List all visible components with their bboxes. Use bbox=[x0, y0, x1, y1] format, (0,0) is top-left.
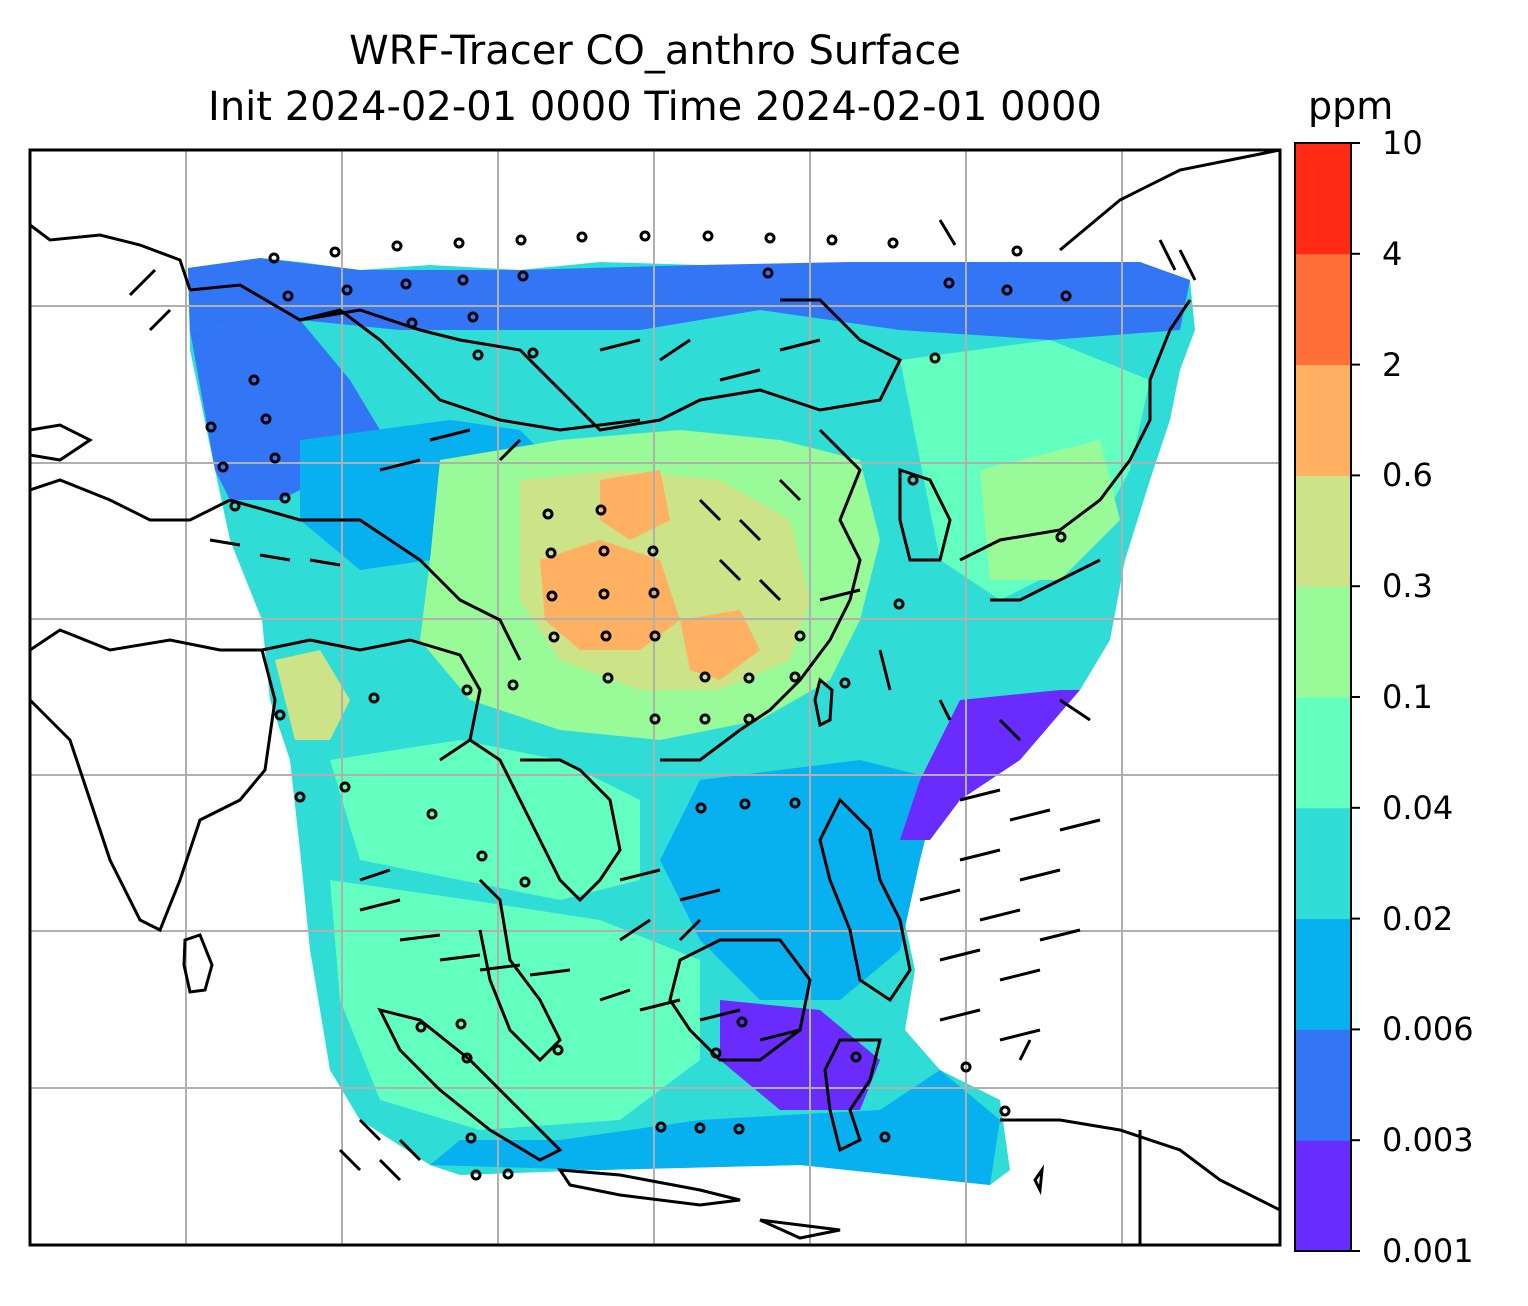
colorbar-tick-label: 0.02 bbox=[1382, 899, 1454, 938]
field-east-orange bbox=[680, 610, 760, 680]
taiwan bbox=[813, 677, 834, 728]
small-island bbox=[1033, 1164, 1045, 1196]
field-indonesia-dark bbox=[720, 1000, 880, 1110]
philippines bbox=[818, 797, 912, 1003]
colorbar-swatch bbox=[1295, 807, 1351, 920]
colorbar-swatch bbox=[1295, 364, 1351, 476]
field-pacific-edge bbox=[900, 690, 1080, 840]
map-border bbox=[28, 148, 1282, 1247]
field-sichuan-orange bbox=[540, 540, 680, 650]
colorbar-swatch bbox=[1295, 475, 1351, 587]
coastlines-and-borders bbox=[30, 150, 1280, 1245]
wind-barbs bbox=[128, 219, 1197, 1182]
co-concentration-field bbox=[188, 258, 1195, 1185]
china-east-coast bbox=[660, 428, 862, 762]
colorbar-tick-label: 0.6 bbox=[1382, 456, 1433, 495]
colorbar-tick-label: 4 bbox=[1382, 234, 1403, 273]
colorbar-tick-label: 0.003 bbox=[1382, 1121, 1474, 1160]
russia-border bbox=[299, 308, 641, 432]
colorbar-swatch bbox=[1295, 697, 1351, 809]
korea bbox=[898, 467, 952, 562]
field-india-yellow bbox=[275, 650, 350, 740]
map-axes bbox=[30, 150, 1280, 1245]
colorbar-tick-label: 0.1 bbox=[1382, 678, 1433, 716]
colorbar-tick-label: 0.04 bbox=[1382, 788, 1454, 827]
middle-east-border bbox=[30, 478, 231, 522]
chart-title-line2: Init 2024-02-01 0000 Time 2024-02-01 000… bbox=[208, 84, 1102, 130]
new-guinea bbox=[1000, 1118, 1280, 1245]
colorbar-tick-label: 0.001 bbox=[1382, 1232, 1474, 1270]
field-south-edge bbox=[430, 1070, 1000, 1185]
indochina bbox=[469, 738, 622, 903]
colorbar-swatch bbox=[1295, 1140, 1351, 1252]
himalaya-border bbox=[229, 498, 522, 661]
colorbar-swatch bbox=[1295, 586, 1351, 698]
sakhalin-coast bbox=[1059, 150, 1280, 252]
field-north-band bbox=[188, 258, 1190, 340]
field-north-china-orange bbox=[600, 470, 670, 540]
colorbar-unit-label: ppm bbox=[1308, 84, 1394, 128]
chart-title-line1: WRF-Tracer CO_anthro Surface bbox=[349, 28, 961, 74]
malay-peninsula bbox=[478, 878, 562, 1063]
colorbar bbox=[1294, 142, 1360, 1252]
calm-wind-markers bbox=[205, 230, 1072, 1181]
colorbar-swatch bbox=[1295, 918, 1351, 1030]
colorbar-tick-label: 2 bbox=[1382, 345, 1403, 384]
central-asia-coast bbox=[30, 223, 192, 291]
colorbar-tick-label: 0.3 bbox=[1382, 567, 1433, 606]
sulawesi bbox=[823, 1038, 882, 1153]
japan bbox=[959, 299, 1192, 602]
india-north-border bbox=[261, 638, 482, 762]
borneo bbox=[668, 938, 812, 1062]
field-japan-green bbox=[980, 440, 1120, 580]
java bbox=[557, 1168, 741, 1207]
timor bbox=[759, 1218, 841, 1240]
colorbar-tick-label: 0.006 bbox=[1382, 1010, 1474, 1049]
sumatra bbox=[377, 1007, 563, 1162]
colorbar-swatch bbox=[1295, 253, 1351, 366]
colorbar-swatch bbox=[1295, 143, 1351, 255]
colorbar-swatch bbox=[1295, 1029, 1351, 1141]
caspian-region bbox=[30, 423, 93, 462]
field-southeast-green bbox=[330, 740, 640, 900]
sri-lanka bbox=[182, 933, 214, 994]
india-coastline bbox=[30, 628, 277, 933]
field-south-cyan bbox=[330, 880, 700, 1130]
mongolia-border bbox=[189, 283, 903, 432]
colorbar-tick-label: 10 bbox=[1382, 124, 1423, 162]
